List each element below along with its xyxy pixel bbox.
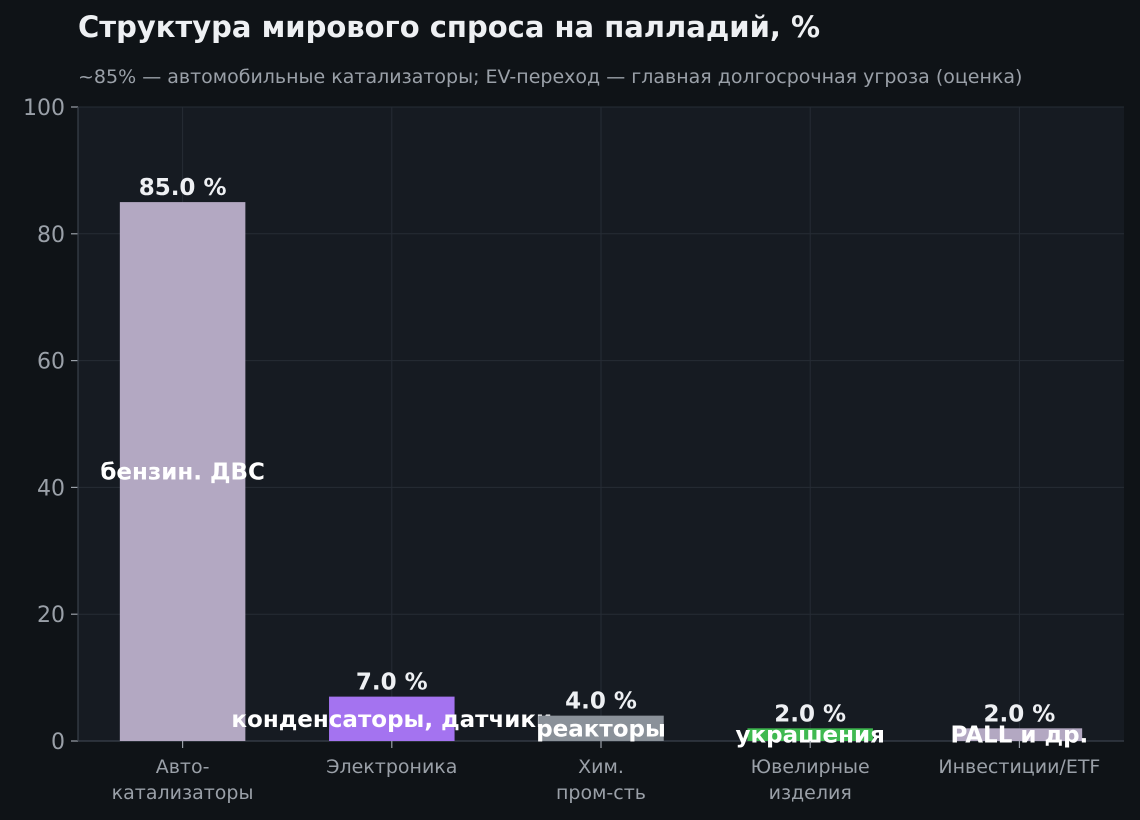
x-tick-label: Хим. — [578, 756, 624, 778]
bar-value-label: 2.0 % — [984, 701, 1056, 727]
bar-value-label: 2.0 % — [774, 701, 846, 727]
y-tick-label: 40 — [37, 476, 65, 501]
bar — [119, 202, 246, 742]
bar — [538, 715, 664, 741]
bar-value-label: 7.0 % — [356, 670, 428, 696]
bar-annotation: реакторы — [536, 716, 666, 742]
y-tick-label: 100 — [23, 96, 65, 121]
y-tick-label: 80 — [37, 223, 65, 248]
y-tick-label: 0 — [51, 730, 65, 755]
x-tick-label: Электроника — [326, 756, 457, 778]
bar-annotation: бензин. ДВС — [100, 460, 265, 486]
x-tick-label: Авто- — [156, 756, 210, 778]
bar — [747, 728, 873, 741]
x-tick-label: пром-сть — [556, 782, 646, 804]
x-tick-label: Инвестиции/ETF — [938, 756, 1100, 778]
bar-value-label: 4.0 % — [565, 689, 637, 715]
y-tick-label: 60 — [37, 350, 65, 375]
x-tick-label: Ювелирные — [751, 756, 870, 778]
bar — [329, 696, 455, 741]
x-tick-label: катализаторы — [112, 782, 254, 804]
bar-value-label: 85.0 % — [139, 175, 227, 201]
bar — [956, 728, 1083, 741]
x-tick-label: изделия — [769, 782, 852, 804]
bar-annotation: конденсаторы, датчики — [231, 707, 552, 733]
chart-title: Структура мирового спроса на палладий, % — [78, 10, 821, 44]
chart-subtitle: ~85% — автомобильные катализаторы; EV-пе… — [78, 66, 1023, 88]
y-tick-label: 20 — [37, 603, 65, 628]
